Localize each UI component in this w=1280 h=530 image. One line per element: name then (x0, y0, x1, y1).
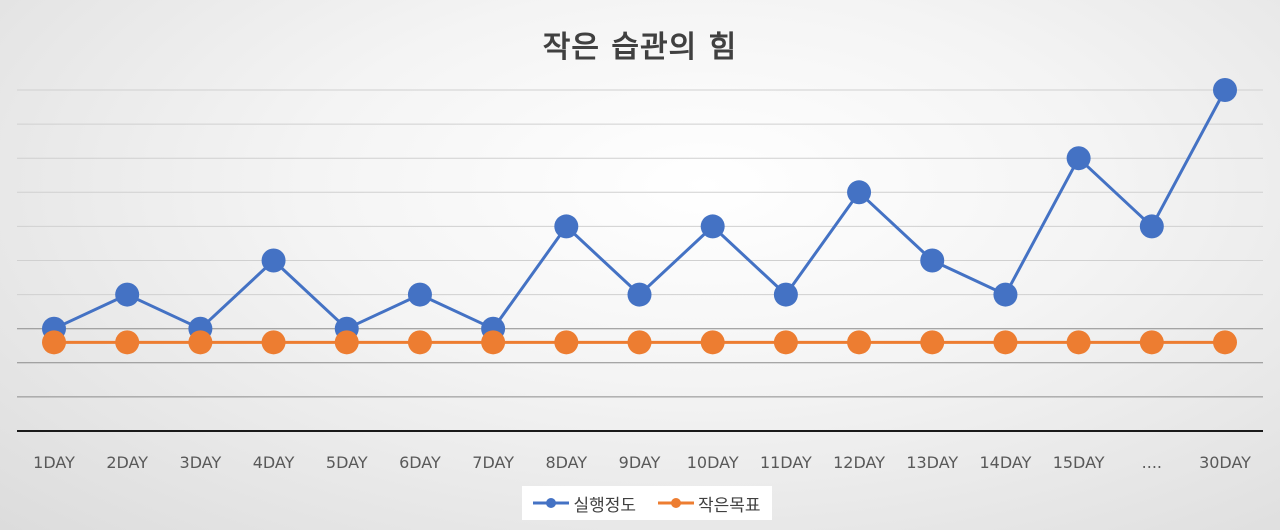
data-point-s2-16 (1213, 330, 1237, 355)
legend-label-2: 작은목표 (698, 495, 761, 516)
x-tick-label: 30DAY (1199, 453, 1251, 472)
data-point-s2-9 (700, 330, 725, 355)
data-point-s2-1 (115, 330, 140, 355)
data-point-s2-12 (920, 330, 945, 355)
data-point-s2-3 (261, 330, 286, 355)
data-point-s1-12 (920, 248, 945, 273)
x-tick-label: 12DAY (833, 453, 885, 472)
data-point-s1-14 (1066, 146, 1091, 171)
legend: 실행정도 작은목표 (522, 486, 772, 520)
data-point-s1-11 (847, 180, 872, 205)
x-tick-label: 4DAY (253, 453, 295, 472)
gridlines (17, 89, 1263, 398)
data-point-s1-9 (700, 214, 725, 239)
data-point-s2-8 (627, 330, 652, 355)
data-point-s1-7 (554, 214, 579, 239)
data-point-s2-15 (1139, 330, 1164, 355)
series-layer (42, 78, 1237, 355)
x-tick-label: 7DAY (472, 453, 514, 472)
data-point-s2-13 (993, 330, 1018, 355)
legend-swatch-2-icon (658, 498, 694, 508)
data-point-s2-6 (481, 330, 506, 355)
data-point-s1-13 (993, 282, 1018, 307)
data-point-s2-14 (1066, 330, 1091, 355)
legend-swatch-1-icon (533, 498, 570, 508)
data-point-s2-4 (334, 330, 359, 355)
x-tick-label: 11DAY (760, 453, 812, 472)
x-tick-label: 9DAY (619, 453, 661, 472)
data-point-s1-5 (407, 282, 432, 307)
data-point-s2-0 (42, 330, 66, 355)
chart-title: 작은 습관의 힘 (542, 30, 738, 65)
data-point-s1-8 (627, 282, 652, 307)
x-tick-label: 3DAY (180, 453, 222, 472)
legend-item-1: 실행정도 (533, 491, 636, 516)
data-point-s2-2 (188, 330, 213, 355)
legend-label-1: 실행정도 (573, 495, 636, 516)
data-point-s2-7 (554, 330, 579, 355)
data-point-s1-15 (1139, 214, 1164, 239)
data-point-s1-16 (1213, 78, 1237, 102)
x-tick-label: 5DAY (326, 453, 368, 472)
x-tick-label: 2DAY (106, 453, 148, 472)
x-tick-label: .... (1142, 453, 1162, 472)
x-tick-label: 8DAY (545, 453, 587, 472)
data-point-s2-5 (407, 330, 432, 355)
x-tick-label: 10DAY (687, 453, 739, 472)
x-tick-label: 13DAY (906, 453, 958, 472)
x-tick-labels: 1DAY 2DAY 3DAY 4DAY 5DAY 6DAY 7DAY 8DAY 9DAY 10DA… (33, 453, 1251, 472)
data-point-s2-11 (847, 330, 872, 355)
x-tick-label: 14DAY (980, 453, 1032, 472)
data-point-s1-10 (773, 282, 798, 307)
legend-item-2: 작은목표 (658, 491, 761, 516)
data-point-s1-1 (115, 282, 140, 307)
x-tick-label: 6DAY (399, 453, 441, 472)
x-tick-label: 15DAY (1053, 453, 1105, 472)
data-point-s1-3 (261, 248, 286, 273)
data-point-s2-10 (773, 330, 798, 355)
x-tick-label: 1DAY (33, 453, 75, 472)
